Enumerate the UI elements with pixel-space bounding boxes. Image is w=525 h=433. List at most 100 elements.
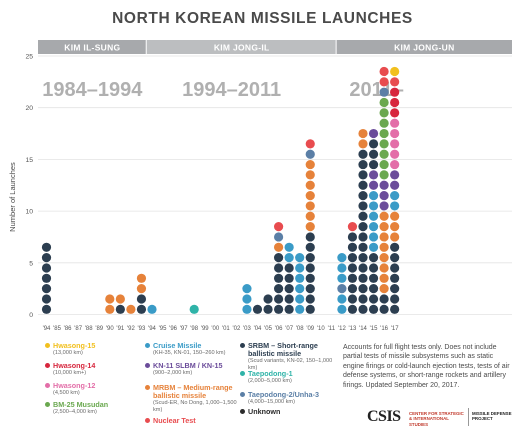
launch-dot bbox=[358, 273, 368, 283]
y-tick-25: 25 bbox=[25, 54, 33, 61]
launch-dot bbox=[284, 294, 294, 304]
launch-dot bbox=[368, 273, 379, 283]
launch-dot bbox=[390, 242, 400, 252]
launch-dot bbox=[136, 304, 147, 314]
launch-dot bbox=[337, 304, 347, 314]
y-tick-15: 15 bbox=[25, 157, 33, 164]
launch-dot bbox=[337, 263, 347, 273]
launch-dot bbox=[284, 263, 294, 273]
x-tick-10: '94 bbox=[148, 326, 156, 332]
launch-dot bbox=[305, 253, 315, 263]
launch-dot bbox=[379, 128, 389, 139]
launch-dot bbox=[305, 242, 315, 252]
launch-dot bbox=[305, 211, 315, 221]
x-tick-25: '09 bbox=[306, 326, 314, 332]
launch-dot bbox=[379, 66, 389, 77]
launch-dot bbox=[390, 284, 400, 294]
launch-dot bbox=[41, 304, 52, 314]
launch-dot bbox=[368, 180, 379, 190]
legend-swatch bbox=[240, 392, 245, 397]
launch-dot bbox=[295, 304, 305, 314]
x-tick-6: '90 bbox=[106, 326, 114, 332]
launch-dot bbox=[379, 87, 389, 97]
launch-dot bbox=[368, 294, 379, 304]
launch-dot bbox=[358, 253, 368, 263]
launch-dot bbox=[379, 180, 389, 190]
launch-dot bbox=[295, 284, 305, 294]
launch-dot bbox=[390, 211, 400, 221]
x-tick-13: '97 bbox=[180, 326, 188, 332]
csis-logo: CSIS CENTER FOR STRATEGIC & INTERNATIONA… bbox=[367, 408, 517, 428]
chart-title: NORTH KOREAN MISSILE LAUNCHES bbox=[112, 10, 413, 27]
x-tick-1: '85 bbox=[53, 326, 61, 332]
launch-dot bbox=[390, 273, 400, 283]
launch-dot bbox=[379, 159, 389, 170]
launch-dot bbox=[41, 284, 52, 294]
launch-dot bbox=[390, 77, 400, 87]
launch-dot bbox=[274, 222, 284, 232]
launch-dot bbox=[368, 190, 379, 201]
launch-dot bbox=[295, 253, 305, 263]
launch-dot bbox=[337, 284, 347, 294]
x-tick-8: '92 bbox=[127, 326, 135, 332]
launch-dot bbox=[390, 128, 400, 139]
legend-sublabel: (Scud-ER, No Dong, 1,000–1,500 km) bbox=[153, 400, 237, 413]
era-range-2: 1994–2011 bbox=[182, 79, 281, 101]
x-tick-22: '06 bbox=[275, 326, 283, 332]
launch-dot bbox=[274, 253, 284, 263]
launch-dot bbox=[368, 149, 379, 159]
x-tick-31: '15 bbox=[370, 326, 378, 332]
launch-dot bbox=[390, 66, 400, 77]
launch-dot bbox=[337, 273, 347, 283]
legend-swatch bbox=[240, 409, 245, 414]
launch-dot bbox=[347, 273, 358, 283]
legend-label: Unknown bbox=[248, 407, 281, 416]
launch-dot bbox=[305, 263, 315, 273]
x-tick-26: '10 bbox=[317, 326, 325, 332]
launch-dot bbox=[284, 304, 294, 314]
launch-dot bbox=[368, 222, 379, 232]
legend-item: Hwasong-12 (4,500 km) bbox=[45, 382, 137, 397]
x-tick-5: '89 bbox=[95, 326, 103, 332]
x-tick-32: '16 bbox=[380, 326, 388, 332]
launch-dot bbox=[41, 253, 52, 263]
launch-dot bbox=[390, 108, 400, 118]
launch-dot bbox=[368, 253, 379, 263]
legend-item: MRBM – Medium-range ballistic missile (Sc… bbox=[145, 384, 237, 413]
launch-dot bbox=[252, 304, 263, 314]
legend-swatch bbox=[145, 363, 150, 368]
era-label-2: KIM JONG-IL bbox=[214, 43, 270, 53]
launch-dot bbox=[379, 304, 389, 314]
footnote: Accounts for full flight tests only. Doe… bbox=[343, 344, 510, 389]
launch-dot bbox=[390, 304, 400, 314]
x-tick-20: '04 bbox=[254, 326, 262, 332]
launch-dot bbox=[284, 284, 294, 294]
x-tick-27: '11 bbox=[328, 326, 336, 332]
launch-dot bbox=[368, 284, 379, 294]
launch-dot bbox=[379, 97, 389, 108]
legend-sublabel: (900–2,000 km) bbox=[153, 370, 193, 376]
legend-item: Cruise Missile (KH-35, KN-01, 150–260 km) bbox=[145, 342, 237, 357]
era-label-1: KIM IL-SUNG bbox=[64, 43, 120, 53]
launch-dot bbox=[41, 242, 52, 252]
x-tick-11: '95 bbox=[159, 326, 167, 332]
x-tick-18: '02 bbox=[232, 326, 240, 332]
launch-dot bbox=[390, 263, 400, 273]
logo-divider bbox=[468, 408, 469, 426]
x-tick-33: '17 bbox=[391, 326, 399, 332]
launch-dot bbox=[41, 263, 52, 273]
launch-dot bbox=[379, 263, 389, 273]
x-tick-16: '00 bbox=[211, 326, 219, 332]
y-tick-5: 5 bbox=[29, 260, 33, 267]
era-range-3: 2011– bbox=[349, 79, 404, 101]
x-tick-17: '01 bbox=[222, 326, 230, 332]
launch-dot bbox=[284, 242, 294, 252]
launch-dot bbox=[368, 159, 379, 170]
legend-swatch bbox=[240, 371, 245, 376]
launch-dot bbox=[274, 294, 284, 304]
launch-dot bbox=[115, 294, 125, 304]
launch-dot bbox=[358, 284, 368, 294]
launch-dot bbox=[337, 253, 347, 263]
launch-dot bbox=[379, 232, 389, 242]
launch-dot bbox=[41, 273, 52, 283]
